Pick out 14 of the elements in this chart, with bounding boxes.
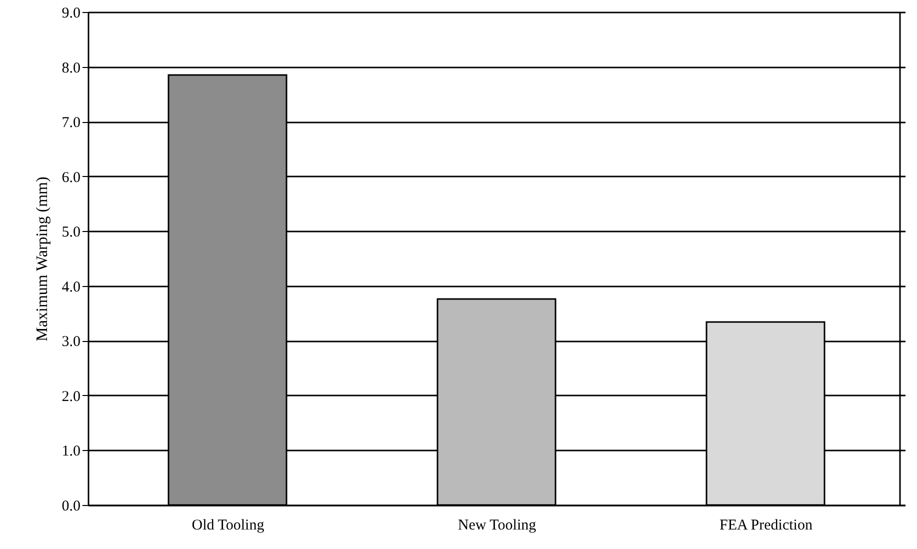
x-tick-label: New Tooling bbox=[458, 518, 537, 534]
y-tick-label: 3.0 bbox=[62, 334, 80, 350]
y-axis-title: Maximum Warping (mm) bbox=[34, 176, 51, 342]
y-tick-label: 6.0 bbox=[62, 170, 80, 186]
y-tick-label: 1.0 bbox=[62, 444, 80, 460]
y-tick-label: 0.0 bbox=[62, 498, 80, 514]
y-tick-label: 4.0 bbox=[62, 279, 80, 296]
y-tick-label: 8.0 bbox=[62, 60, 80, 76]
x-tick-label: Old Tooling bbox=[192, 518, 265, 534]
y-tick-label: 7.0 bbox=[62, 115, 80, 132]
y-tick-label: 9.0 bbox=[62, 6, 80, 22]
y-tick-label: 2.0 bbox=[62, 388, 80, 405]
x-tick-label: FEA Prediction bbox=[720, 518, 813, 534]
y-tick-label: 5.0 bbox=[62, 224, 80, 241]
